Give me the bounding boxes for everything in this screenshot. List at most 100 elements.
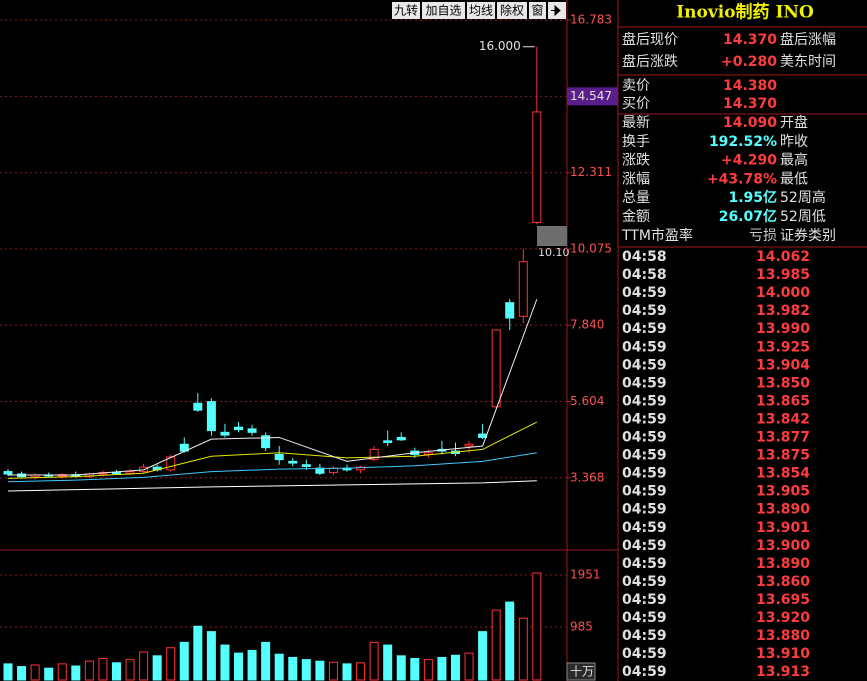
volume-bar <box>206 631 216 681</box>
trade-price: 13.850 <box>756 375 810 391</box>
candle-body <box>234 426 244 431</box>
volume-bar <box>328 661 338 681</box>
candle-body <box>356 466 366 471</box>
quote-label: 证券类别 <box>780 228 836 244</box>
moving-average <box>7 480 537 492</box>
candle-body <box>111 472 121 475</box>
quote-value: +0.280 <box>721 54 777 70</box>
trade-price: 13.854 <box>756 466 810 482</box>
quote-label: 总量 <box>622 190 650 206</box>
trade-time: 04:59 <box>622 574 667 590</box>
y-tick-label: 14.547 <box>570 89 612 103</box>
volume-bar <box>301 659 311 681</box>
quote-label: 昨收 <box>780 134 808 150</box>
trade-price: 13.990 <box>756 321 810 337</box>
max-label: 16.000 <box>479 39 521 53</box>
toolbar-button[interactable] <box>497 2 527 19</box>
quote-value: 14.380 <box>723 78 777 94</box>
volume-bar <box>410 658 420 681</box>
trade-time: 04:58 <box>622 249 667 265</box>
price-highlight <box>567 87 618 106</box>
y-tick-label: 7.840 <box>570 318 604 332</box>
quote-value: 14.370 <box>723 32 777 48</box>
trade-time: 04:59 <box>622 285 667 301</box>
cursor-label: 10.10 <box>538 246 570 259</box>
quote-value: 14.090 <box>723 115 777 131</box>
volume-bar <box>111 662 121 681</box>
candle-body <box>301 464 311 467</box>
trade-time: 04:59 <box>622 556 667 572</box>
volume-tick-label: 985 <box>570 620 593 634</box>
volume-bar <box>44 667 54 681</box>
toolbar-button[interactable] <box>467 2 495 19</box>
quote-label: 美东时间 <box>780 54 836 70</box>
quote-label: 换手 <box>622 133 650 150</box>
volume-bar <box>179 641 189 681</box>
candle-body <box>464 443 474 447</box>
volume-bar <box>71 665 81 681</box>
trade-price: 13.904 <box>756 357 810 373</box>
toolbar-label: 加自选 <box>425 4 461 18</box>
volume-bar <box>518 617 528 681</box>
y-tick-label: 16.783 <box>570 13 612 27</box>
volume-bar <box>3 663 13 681</box>
trade-time: 04:59 <box>622 628 667 644</box>
toolbar-button[interactable] <box>422 2 465 19</box>
y-tick-label: 3.368 <box>570 470 604 484</box>
quote-label: 最新 <box>622 115 650 131</box>
candle-body <box>166 456 176 471</box>
volume-bar <box>84 660 94 681</box>
volume-bar <box>17 666 27 681</box>
trade-price: 13.875 <box>756 448 810 464</box>
toolbar-label: 除权 <box>500 3 524 18</box>
trade-price: 13.910 <box>756 646 810 662</box>
volume-bar <box>383 644 393 681</box>
volume-bar <box>437 656 447 681</box>
trade-time: 04:59 <box>622 664 667 680</box>
quote-value: +4.290 <box>721 153 777 169</box>
volume-bar <box>464 652 474 681</box>
trade-time: 04:58 <box>622 267 667 283</box>
quote-label: 买价 <box>622 96 650 112</box>
y-tick-label: 5.604 <box>570 394 604 408</box>
volume-bar <box>396 655 406 681</box>
y-tick-label: 10.075 <box>570 241 612 255</box>
toolbar-button[interactable] <box>529 2 546 19</box>
candle-body <box>247 428 257 433</box>
trade-price: 13.695 <box>756 592 810 608</box>
cursor-box <box>537 226 567 246</box>
candle-body <box>532 111 542 223</box>
toolbar-button[interactable] <box>392 2 420 19</box>
stock-title: Inovio制药 INO <box>676 2 814 23</box>
moving-average <box>7 421 538 479</box>
quote-label: 盘后涨幅 <box>780 31 836 48</box>
trade-price: 13.982 <box>756 303 810 319</box>
trade-time: 04:59 <box>622 393 667 409</box>
trade-price: 13.842 <box>756 411 810 427</box>
arrow-icon <box>551 4 561 17</box>
quote-label: 开盘 <box>780 114 808 131</box>
trade-price: 13.900 <box>756 538 810 554</box>
volume-bar <box>505 601 515 681</box>
quote-label: 52周低 <box>780 209 826 225</box>
volume-bar <box>315 660 325 681</box>
trade-price: 13.905 <box>756 484 810 500</box>
volume-bar <box>369 641 379 681</box>
trade-time: 04:59 <box>622 466 667 482</box>
quote-value: 192.52% <box>709 134 777 150</box>
volume-bar <box>478 631 488 681</box>
volume-unit: 十万 <box>570 665 594 679</box>
volume-bar <box>532 572 542 681</box>
volume-bar <box>423 659 433 681</box>
trade-time: 04:59 <box>622 321 667 337</box>
candle-body <box>274 454 284 461</box>
trade-price: 13.890 <box>756 502 810 518</box>
volume-bar <box>450 654 460 681</box>
trade-price: 14.062 <box>756 249 810 265</box>
candle-body <box>125 471 135 474</box>
volume-bar <box>288 656 298 681</box>
quote-label: 涨跌 <box>622 153 650 169</box>
candle-body <box>220 431 230 436</box>
trade-time: 04:59 <box>622 357 667 373</box>
